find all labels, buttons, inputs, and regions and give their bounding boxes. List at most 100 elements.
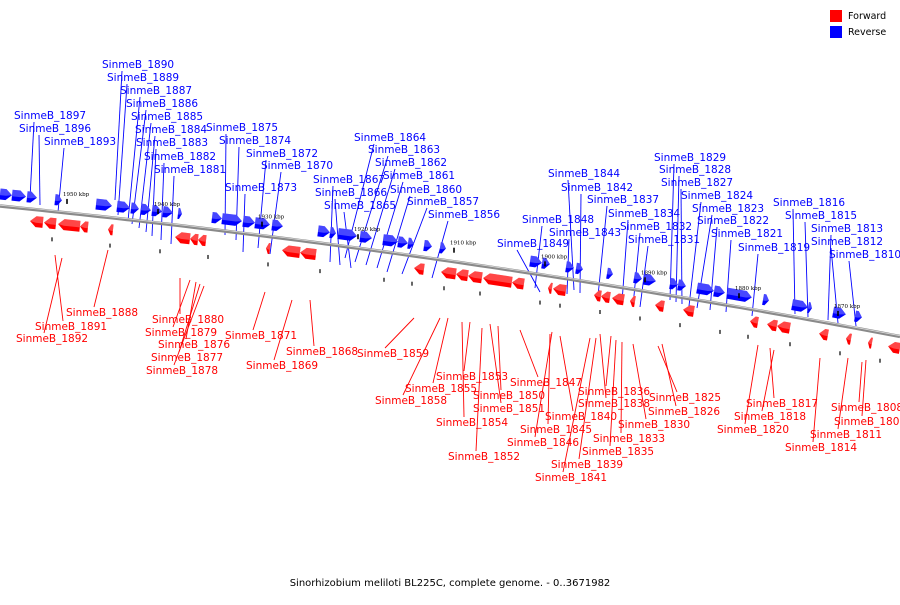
reverse-gene — [26, 191, 37, 203]
forward-gene-arrow — [30, 216, 44, 228]
forward-gene — [683, 305, 695, 317]
forward-gene — [594, 290, 602, 302]
gene-shading — [211, 211, 222, 220]
gene-leader-line — [578, 337, 597, 460]
gene-shading — [329, 226, 336, 234]
gene-leader-line — [688, 201, 702, 307]
reverse-gene — [397, 236, 408, 248]
gene-leader-line — [669, 163, 675, 301]
forward-gene-label: SinmeB_1808 — [831, 402, 900, 414]
forward-gene-label: SinmeB_1871 — [225, 330, 297, 342]
reverse-gene — [791, 299, 808, 312]
scale-label: 1910 kbp — [450, 241, 477, 247]
forward-gene-arrow — [414, 263, 425, 275]
gene-leader-line — [461, 321, 465, 418]
reverse-gene — [329, 226, 336, 239]
gene-shading — [359, 231, 372, 239]
gene-shading — [254, 217, 270, 225]
reverse-gene-label: SinmeB_1870 — [261, 160, 333, 172]
forward-gene-label: SinmeB_1847 — [510, 377, 582, 389]
legend-label-forward: Forward — [848, 10, 887, 22]
gene-shading — [190, 233, 199, 241]
gene-shading — [108, 224, 114, 232]
forward-gene-arrow — [767, 319, 778, 332]
reverse-gene-arrow — [606, 267, 613, 279]
reverse-gene-arrow — [177, 207, 182, 220]
forward-gene — [512, 277, 525, 290]
forward-gene-label: SinmeB_1892 — [16, 333, 88, 345]
forward-gene-arrow — [868, 337, 873, 349]
reverse-gene — [854, 310, 862, 322]
forward-gene-label: SinmeB_1840 — [545, 411, 617, 423]
reverse-gene-arrow — [407, 237, 414, 249]
reverse-gene-label: SinmeB_1827 — [661, 177, 733, 189]
forward-gene-label: SinmeB_1880 — [152, 314, 224, 326]
reverse-gene-label: SinmeB_1831 — [628, 234, 700, 246]
gene-leader-line — [43, 257, 63, 334]
forward-gene — [468, 271, 483, 284]
reverse-gene-label: SinmeB_1822 — [697, 215, 769, 227]
forward-gene-label: SinmeB_1839 — [551, 459, 623, 471]
gene-leader-line — [334, 198, 341, 266]
gene-shading — [630, 295, 636, 303]
reverse-gene-arrow — [116, 200, 130, 213]
gene-shading — [140, 203, 151, 211]
gene-shading — [175, 232, 191, 240]
gene-leader-line — [751, 253, 759, 317]
reverse-gene-label: SinmeB_1844 — [548, 168, 620, 180]
forward-gene-arrow — [282, 245, 301, 258]
forward-gene-arrow — [468, 271, 483, 284]
gene-leader-line — [534, 331, 553, 438]
forward-gene — [888, 341, 900, 354]
forward-gene-arrow — [190, 233, 199, 246]
gene-leader-line — [273, 299, 293, 361]
reverse-gene — [633, 272, 642, 284]
reverse-gene-arrow — [26, 191, 37, 203]
reverse-gene-arrow — [162, 206, 173, 218]
forward-gene-label: SinmeB_1876 — [158, 339, 230, 351]
gene-shading — [643, 273, 656, 282]
gene-shading — [819, 329, 829, 337]
genome-backbone — [0, 204, 900, 339]
reverse-gene — [677, 279, 686, 291]
gene-shading — [791, 299, 808, 308]
gene-leader-line — [725, 239, 732, 313]
gene-shading — [696, 282, 714, 291]
legend-item-reverse: Reverse — [830, 24, 900, 40]
reverse-gene-arrow — [151, 204, 162, 217]
gene-leader-line — [489, 323, 502, 404]
forward-gene-arrow — [612, 293, 625, 306]
forward-gene — [300, 247, 317, 261]
forward-gene — [282, 245, 301, 258]
gene-leader-line — [661, 343, 677, 407]
gene-shading — [221, 213, 242, 222]
forward-gene-label: SinmeB_1817 — [746, 398, 818, 410]
reverse-gene — [565, 261, 574, 273]
gene-shading — [317, 225, 330, 233]
gene-leader-line — [827, 234, 832, 321]
forward-gene — [30, 216, 44, 228]
reverse-gene-arrow — [439, 242, 446, 254]
reverse-gene — [317, 225, 330, 238]
reverse-gene-label: SinmeB_1819 — [738, 242, 810, 254]
forward-gene — [868, 337, 873, 349]
reverse-gene-label: SinmeB_1873 — [225, 182, 297, 194]
reverse-gene — [162, 206, 173, 218]
reverse-gene-label: SinmeB_1810 — [829, 249, 900, 261]
reverse-gene-label: SinmeB_1866 — [315, 187, 387, 199]
gene-shading — [683, 305, 695, 313]
forward-gene — [767, 319, 778, 332]
reverse-gene-label: SinmeB_1887 — [120, 85, 192, 97]
forward-gene — [548, 282, 553, 294]
reverse-swatch — [830, 26, 842, 38]
forward-gene — [190, 233, 199, 246]
reverse-gene — [529, 255, 542, 268]
forward-gene-label: SinmeB_1845 — [520, 424, 592, 436]
gene-leader-line — [579, 193, 582, 294]
forward-gene-label: SinmeB_1879 — [145, 327, 217, 339]
gene-leader-line — [402, 317, 441, 396]
forward-gene-label: SinmeB_1891 — [35, 321, 107, 333]
reverse-gene-arrow — [242, 215, 255, 228]
gene-shading — [198, 234, 207, 242]
